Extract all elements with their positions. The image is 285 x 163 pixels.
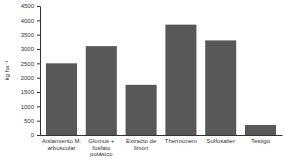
- y-tick-mark: [37, 6, 40, 7]
- y-tick: 500: [24, 118, 40, 124]
- x-tick: Extracto delimón: [126, 135, 157, 151]
- y-tick-mark: [37, 135, 40, 136]
- x-tick: Glomus +fosfatopotásico: [88, 135, 114, 157]
- bar: [245, 125, 276, 135]
- x-tick-label: Thermonem: [165, 138, 197, 144]
- y-tick-label: 500: [24, 118, 35, 124]
- y-tick-mark: [37, 78, 40, 79]
- bar: [46, 63, 77, 135]
- y-axis-title: kg ha⁻¹: [4, 61, 10, 81]
- y-tick-mark: [37, 121, 40, 122]
- chart: 0 500 1000 1500 2000 2500 3000 3500 4000 4500 Aisl…: [0, 0, 285, 163]
- y-tick-label: 3000: [21, 46, 35, 52]
- x-tick-label-line: Glomus +: [88, 138, 114, 144]
- plot: 0 500 1000 1500 2000 2500 3000 3500 4000 4500 Aisl…: [21, 3, 283, 157]
- x-tick-label: Extracto delimón: [126, 138, 157, 151]
- y-tick-label: 4000: [21, 18, 35, 24]
- y-axis-line: [37, 7, 41, 136]
- y-tick: 1000: [21, 104, 40, 110]
- bar: [205, 40, 236, 135]
- y-tick: 0: [31, 132, 40, 138]
- y-tick-label: 2000: [21, 75, 35, 81]
- x-tick-label-line: Aislamiento M.: [42, 138, 82, 144]
- x-tick-label-line: limón: [134, 145, 148, 151]
- y-tick-label: 1000: [21, 104, 35, 110]
- y-tick: 3000: [21, 46, 40, 52]
- bar: [86, 46, 117, 135]
- x-tick-label: Aislamiento M.arbuscular: [42, 138, 82, 151]
- x-axis: Aislamiento M.arbuscular Glomus +fosfatop…: [41, 135, 283, 157]
- y-tick: 3500: [21, 32, 40, 38]
- y-axis: 0 500 1000 1500 2000 2500 3000 3500 4000 4500: [21, 3, 41, 138]
- y-tick-mark: [37, 35, 40, 36]
- x-tick-label-line: Thermonem: [165, 138, 197, 144]
- y-tick: 4500: [21, 3, 40, 9]
- bars: [46, 25, 276, 135]
- x-tick-label: Glomus +fosfatopotásico: [88, 138, 114, 157]
- x-axis-line: [41, 135, 283, 136]
- y-tick-label: 4500: [21, 3, 35, 9]
- y-tick: 2500: [21, 61, 40, 67]
- x-tick-label-line: fosfato: [92, 145, 111, 151]
- y-tick: 1500: [21, 89, 40, 95]
- y-tick-mark: [37, 20, 40, 21]
- bar: [126, 85, 157, 135]
- y-tick: 4000: [21, 18, 40, 24]
- bar: [165, 25, 196, 135]
- x-tick: Thermonem: [165, 135, 197, 144]
- y-tick-mark: [37, 92, 40, 93]
- x-tick: Testigo: [251, 135, 271, 144]
- x-tick-label-line: Sulfosalter: [207, 138, 235, 144]
- x-tick-label: Testigo: [251, 138, 271, 144]
- x-tick-label-line: Testigo: [251, 138, 271, 144]
- y-tick: 2000: [21, 75, 40, 81]
- y-tick-label: 1500: [21, 89, 35, 95]
- y-tick-mark: [37, 106, 40, 107]
- x-tick: Sulfosalter: [207, 135, 235, 144]
- x-tick: Aislamiento M.arbuscular: [42, 135, 82, 151]
- y-tick-mark: [37, 63, 40, 64]
- x-tick-label-line: potásico: [90, 151, 113, 157]
- y-tick-label: 3500: [21, 32, 35, 38]
- y-tick-label: 0: [31, 132, 35, 138]
- y-tick-mark: [37, 49, 40, 50]
- y-tick-label: 2500: [21, 61, 35, 67]
- x-tick-label: Sulfosalter: [207, 138, 235, 144]
- x-tick-label-line: Extracto de: [126, 138, 157, 144]
- x-tick-label-line: arbuscular: [47, 145, 75, 151]
